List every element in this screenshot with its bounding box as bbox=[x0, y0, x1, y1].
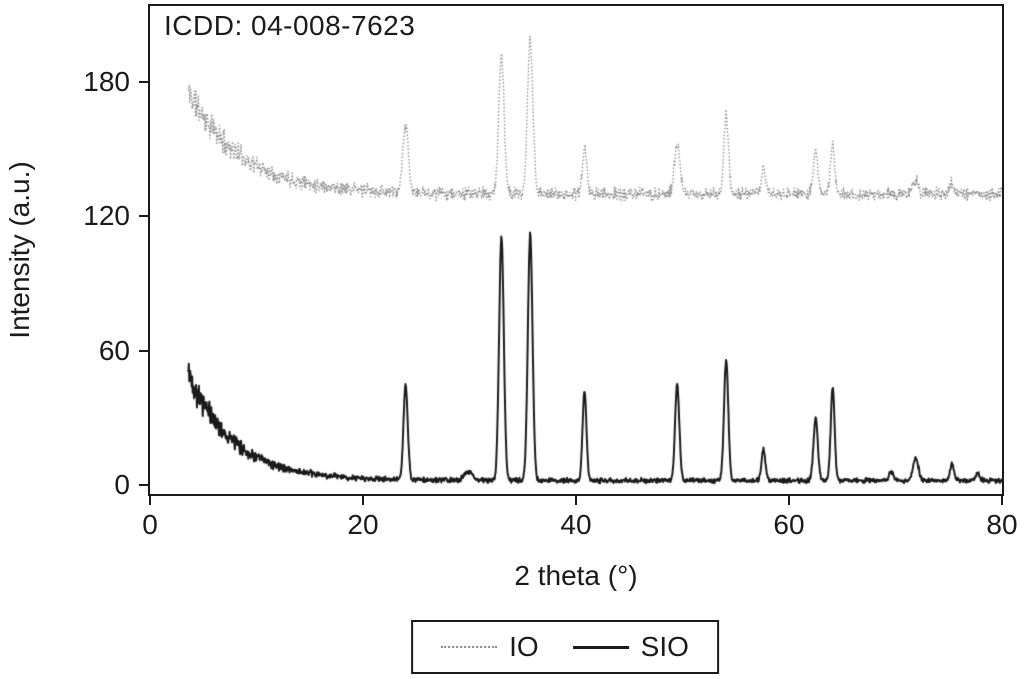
plot-area: ICDD: 04-008-7623 bbox=[148, 4, 1004, 496]
y-tick-label: 60 bbox=[98, 334, 130, 366]
y-tick-mark bbox=[139, 215, 148, 218]
x-tick-mark bbox=[362, 496, 364, 505]
y-axis-title: Intensity (a.u.) bbox=[4, 161, 35, 339]
x-tick-mark bbox=[1001, 496, 1003, 505]
x-axis-title: 2 theta (°) bbox=[514, 560, 638, 591]
y-tick-label: 120 bbox=[83, 200, 130, 232]
x-tick-mark bbox=[149, 496, 151, 505]
x-tick-label: 0 bbox=[142, 509, 158, 540]
sio-solid-line-sample bbox=[572, 645, 629, 649]
y-tick-mark bbox=[139, 81, 148, 84]
x-tick-label: 40 bbox=[560, 509, 592, 540]
y-tick-label: 180 bbox=[83, 66, 130, 98]
y-tick-mark bbox=[139, 349, 148, 352]
icdd-annotation: ICDD: 04-008-7623 bbox=[164, 10, 416, 41]
x-tick-mark bbox=[788, 496, 790, 505]
legend-label-io: IO bbox=[509, 631, 539, 662]
xrd-traces-canvas bbox=[150, 6, 1002, 494]
y-tick-mark bbox=[139, 484, 148, 487]
legend-item-sio: SIO bbox=[572, 631, 689, 663]
x-tick-label: 20 bbox=[347, 509, 379, 540]
x-tick-label: 60 bbox=[773, 509, 805, 540]
y-tick-label: 0 bbox=[114, 469, 130, 501]
legend-item-io: IO bbox=[441, 631, 539, 663]
legend-label-sio: SIO bbox=[640, 631, 689, 662]
x-tick-mark bbox=[575, 496, 577, 505]
legend: IO SIO bbox=[411, 620, 719, 674]
x-tick-label: 80 bbox=[986, 509, 1018, 540]
io-dotted-line-sample bbox=[441, 646, 498, 648]
